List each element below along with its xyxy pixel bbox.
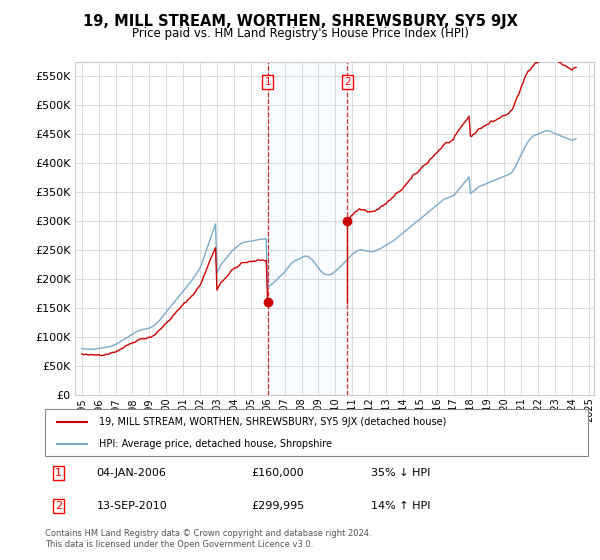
- Text: 2: 2: [344, 77, 350, 87]
- Text: 19, MILL STREAM, WORTHEN, SHREWSBURY, SY5 9JX: 19, MILL STREAM, WORTHEN, SHREWSBURY, SY…: [83, 14, 517, 29]
- Bar: [268, 62, 347, 395]
- Text: HPI: Average price, detached house, Shropshire: HPI: Average price, detached house, Shro…: [100, 438, 332, 449]
- Text: Price paid vs. HM Land Registry's House Price Index (HPI): Price paid vs. HM Land Registry's House …: [131, 27, 469, 40]
- Text: 13-SEP-2010: 13-SEP-2010: [97, 501, 167, 511]
- Text: 2: 2: [55, 501, 62, 511]
- Text: 35% ↓ HPI: 35% ↓ HPI: [371, 468, 430, 478]
- Text: 04-JAN-2006: 04-JAN-2006: [97, 468, 166, 478]
- Text: £299,995: £299,995: [251, 501, 305, 511]
- Text: 19, MILL STREAM, WORTHEN, SHREWSBURY, SY5 9JX (detached house): 19, MILL STREAM, WORTHEN, SHREWSBURY, SY…: [100, 417, 446, 427]
- Text: 14% ↑ HPI: 14% ↑ HPI: [371, 501, 430, 511]
- Text: Contains HM Land Registry data © Crown copyright and database right 2024.
This d: Contains HM Land Registry data © Crown c…: [45, 529, 371, 549]
- Text: £160,000: £160,000: [251, 468, 304, 478]
- Text: 1: 1: [265, 77, 271, 87]
- Text: 1: 1: [55, 468, 62, 478]
- FancyBboxPatch shape: [45, 409, 588, 456]
